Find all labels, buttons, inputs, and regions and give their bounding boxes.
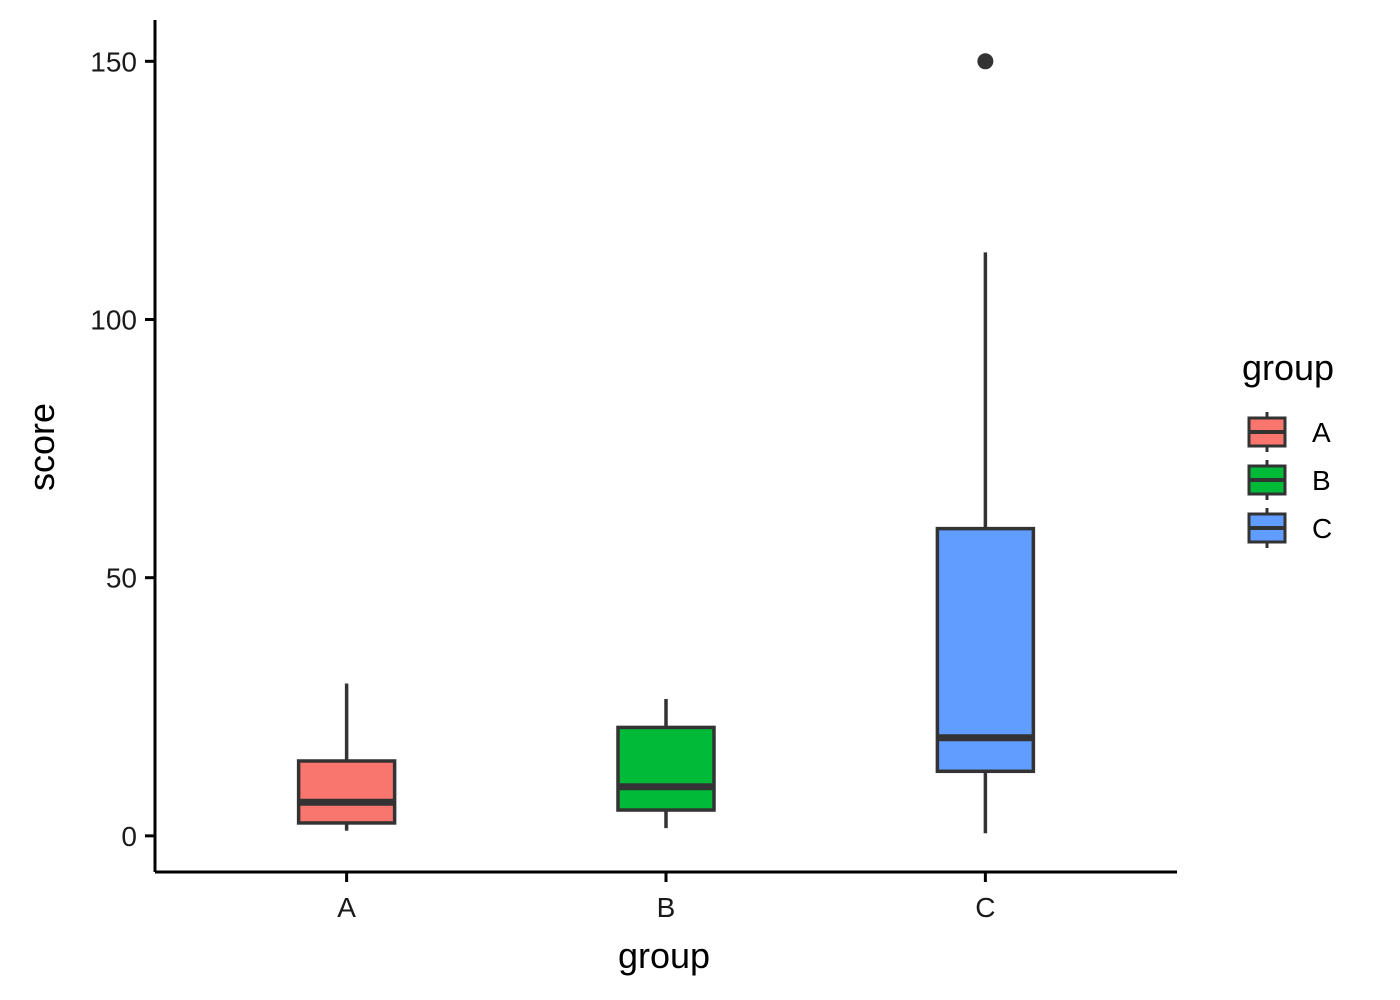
- box-a: [296, 683, 397, 831]
- legend-item-b: B: [1247, 460, 1331, 500]
- legend-label: C: [1312, 513, 1332, 544]
- legend-title: group: [1242, 347, 1334, 388]
- box-iqr: [296, 759, 397, 825]
- y-ticks: 0 50 100 150: [90, 46, 155, 852]
- x-ticks: A B C: [337, 872, 995, 923]
- y-tick-label: 50: [106, 563, 137, 594]
- x-tick-label: B: [657, 892, 676, 923]
- legend-label: A: [1312, 417, 1331, 448]
- plot-area: 0 50 100 150 A B C: [90, 20, 1177, 923]
- legend-item-a: A: [1247, 412, 1331, 452]
- x-axis-title: group: [618, 935, 710, 976]
- legend-label: B: [1312, 465, 1331, 496]
- legend-item-c: C: [1247, 508, 1332, 548]
- axes-layer: 0 50 100 150 A B C: [90, 20, 1177, 923]
- legend-entries: ABC: [1247, 412, 1332, 548]
- outlier-point: [977, 53, 994, 70]
- legend: group ABC: [1242, 347, 1334, 548]
- y-tick-label: 0: [121, 821, 137, 852]
- y-tick-label: 100: [90, 304, 137, 335]
- y-tick-label: 150: [90, 46, 137, 77]
- box-c: [935, 53, 1036, 834]
- x-tick-label: C: [975, 892, 995, 923]
- y-axis-title: score: [21, 403, 62, 491]
- x-tick-label: A: [337, 892, 356, 923]
- box-iqr: [935, 526, 1036, 774]
- box-iqr: [616, 725, 716, 812]
- box-b: [616, 699, 716, 829]
- boxes-layer: [296, 53, 1036, 834]
